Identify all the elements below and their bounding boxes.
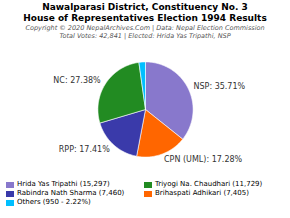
html-text:Brihaspati Adhikari (7,405): Brihaspati Adhikari (7,405): [155, 189, 249, 197]
html-text:Total Votes: 42,841 | Elected:: Total Votes: 42,841 | Elected: Hrida Yas…: [59, 32, 231, 40]
html-text:Rabindra Nath Sharma (7,460): Rabindra Nath Sharma (7,460): [17, 189, 125, 197]
svg-text:NSP: 35.71%: NSP: 35.71%: [194, 82, 246, 91]
html-text:Triyogi Na. Chaudhari (11,729): Triyogi Na. Chaudhari (11,729): [155, 180, 263, 188]
html-text:Nawalparasi District, Constitu: Nawalparasi District, Constituency No. 3: [42, 2, 248, 12]
html-text:Copyright © 2020 NepalArchives: Copyright © 2020 NepalArchives.Com | Dat…: [25, 24, 265, 32]
svg-text:CPN (UML): 17.28%: CPN (UML): 17.28%: [164, 155, 243, 164]
html-text:House of Representatives Elect: House of Representatives Election 1994 R…: [23, 13, 267, 23]
html-text:Hrida Yas Tripathi (15,297): Hrida Yas Tripathi (15,297): [17, 180, 110, 188]
svg-text:NC: 27.38%: NC: 27.38%: [53, 76, 101, 85]
html-text:Others (950 - 2.22%): Others (950 - 2.22%): [17, 198, 91, 206]
svg-text:RPP: 17.41%: RPP: 17.41%: [59, 145, 110, 154]
